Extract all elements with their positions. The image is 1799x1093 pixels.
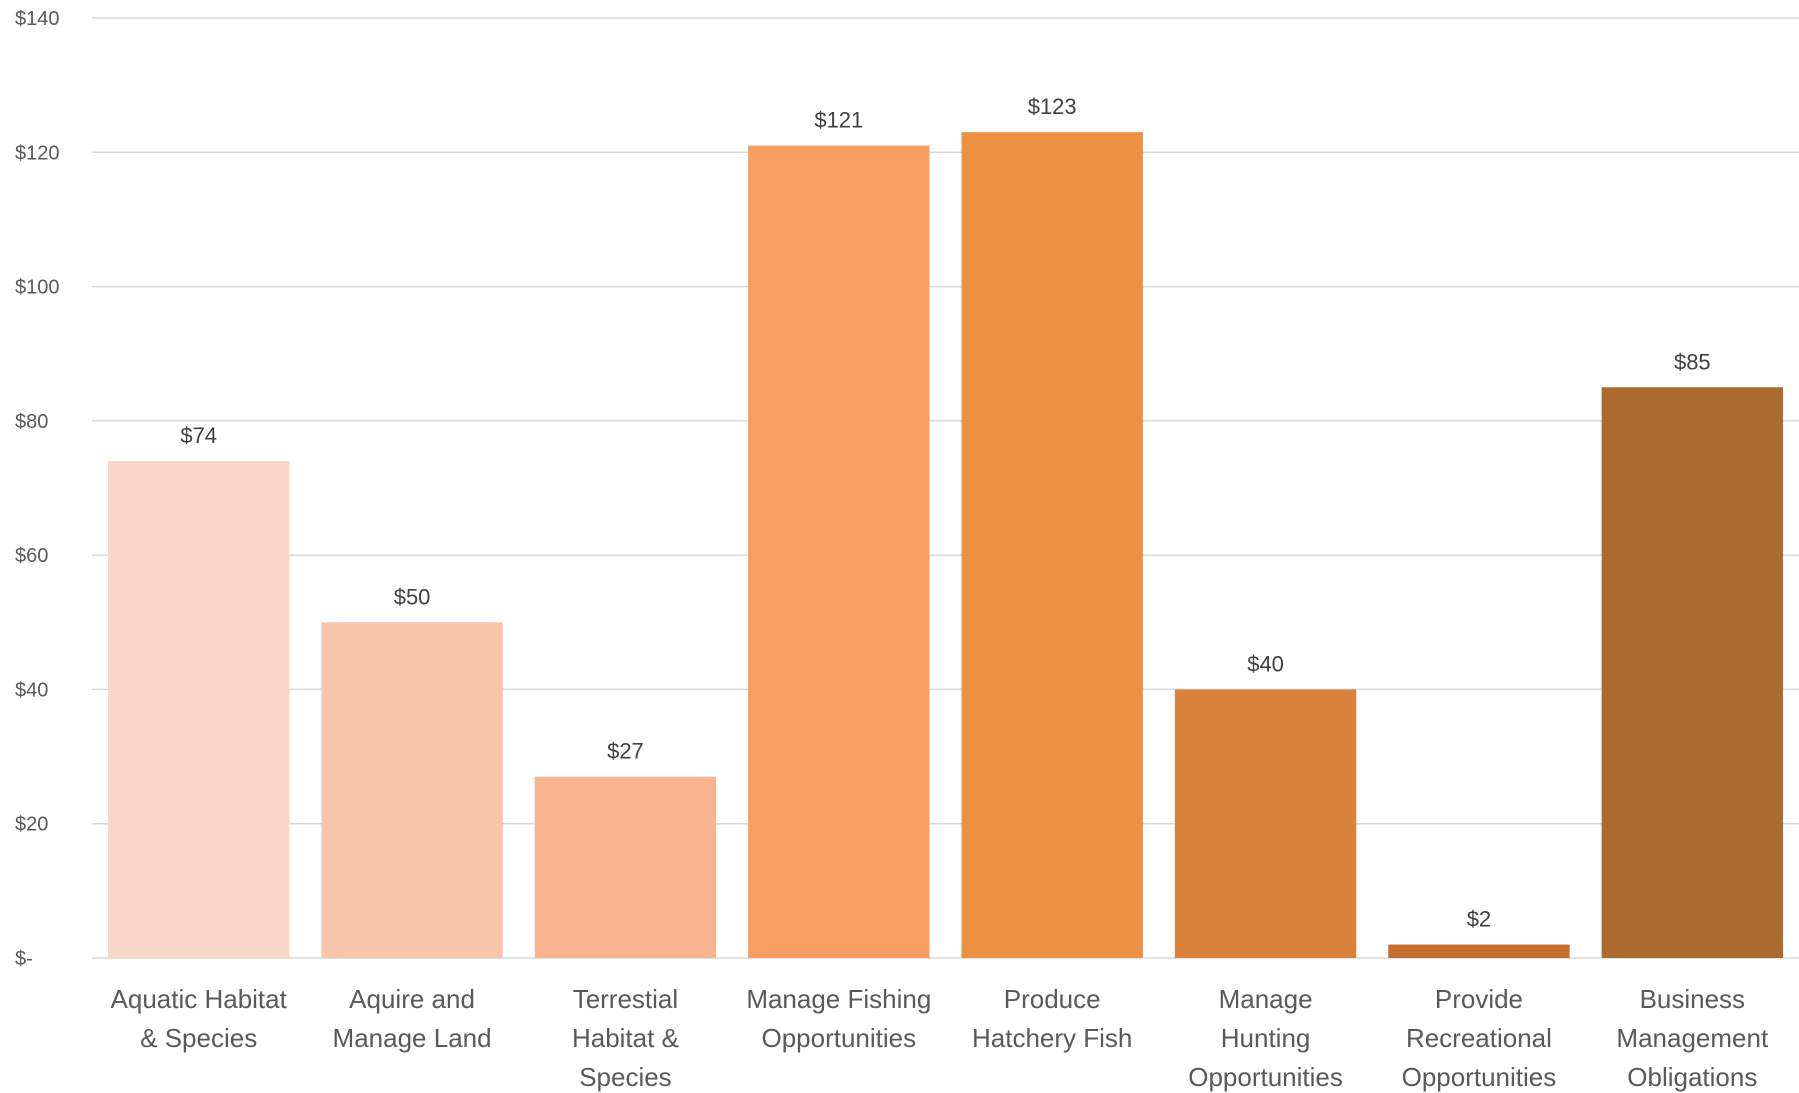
bar: [1388, 944, 1570, 958]
y-tick-label: $40: [15, 679, 48, 701]
y-tick-label: $140: [15, 8, 60, 30]
data-label: $85: [1674, 349, 1711, 374]
bar: [748, 145, 930, 959]
data-label: $50: [394, 584, 431, 609]
x-category-label: Provide Recreational Opportunities: [1402, 984, 1557, 1092]
bar: [108, 461, 290, 958]
data-labels: $74 $50 $27 $121 $123 $40 $2 $85: [180, 94, 1710, 931]
x-category-label: Aquire and Manage Land: [333, 984, 492, 1053]
data-label: $121: [814, 108, 863, 133]
x-category-label: Manage Hunting Opportunities: [1188, 984, 1343, 1092]
x-category-label: Business Management Obligations: [1616, 984, 1769, 1092]
y-tick-label: $100: [15, 277, 60, 299]
y-tick-label: $20: [15, 814, 48, 836]
x-category-label: Manage Fishing Opportunities: [746, 984, 931, 1053]
data-label: $2: [1467, 907, 1491, 932]
y-tick-label: $-: [15, 948, 33, 970]
data-label: $74: [180, 423, 217, 448]
data-label: $27: [607, 739, 644, 764]
bar: [534, 776, 717, 958]
x-category-label: Terrestial Habitat & Species: [572, 984, 679, 1092]
y-tick-label: $80: [15, 411, 48, 433]
bar: [1601, 387, 1783, 958]
x-axis-category-labels: Aquatic Habitat & Species Aquire and Manage…: [111, 984, 1769, 1092]
x-category-label: Produce Hatchery Fish: [972, 984, 1132, 1053]
bars: [108, 132, 1783, 959]
y-tick-label: $120: [15, 142, 60, 164]
data-label: $40: [1247, 651, 1284, 676]
bar: [321, 622, 503, 958]
x-category-label: Aquatic Habitat & Species: [111, 984, 288, 1053]
y-tick-label: $60: [15, 545, 48, 567]
data-label: $123: [1028, 94, 1077, 119]
y-axis-tick-labels: $- $20 $40 $60 $80 $100 $120 $140: [15, 8, 60, 970]
bar: [1174, 689, 1357, 958]
bar: [961, 132, 1143, 959]
